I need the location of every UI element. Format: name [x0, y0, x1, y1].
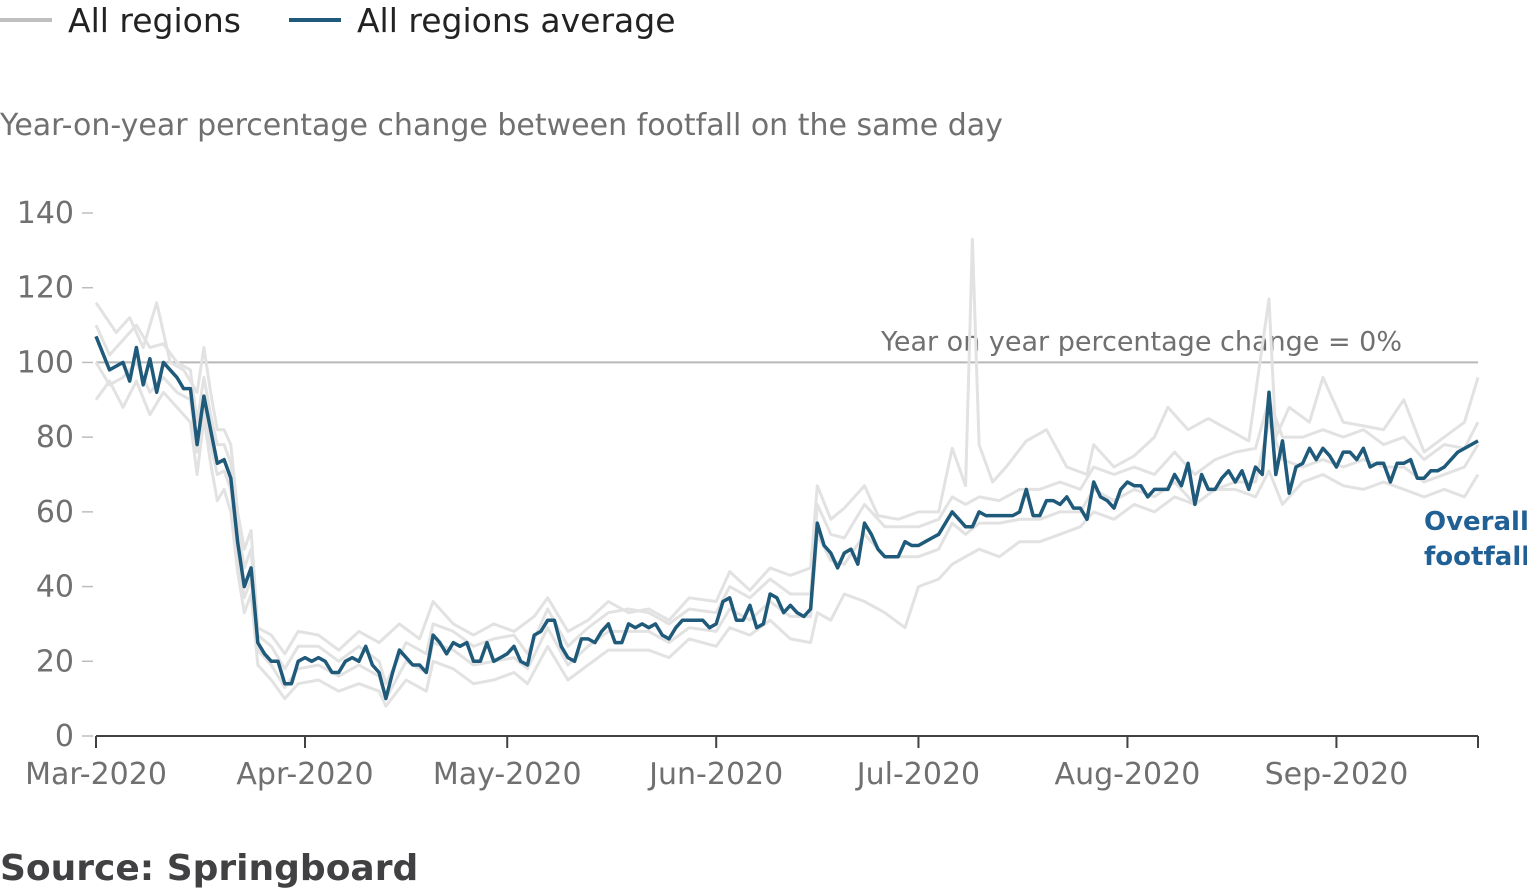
series-line-region-3 [94, 323, 1480, 686]
y-tick-label-0: 0 [55, 719, 74, 754]
reference-line-group: Year on year percentage change = 0% [96, 326, 1478, 364]
y-tick-label-20: 20 [36, 644, 74, 679]
series-line-region-1 [94, 237, 1480, 656]
x-tick-label-May-2020: May-2020 [433, 757, 582, 792]
end-label-line-1: footfall [1424, 542, 1527, 572]
source-note: Source: Springboard [0, 848, 419, 889]
y-tick-label-120: 120 [17, 271, 74, 306]
y-tick-label-100: 100 [17, 345, 74, 380]
region-lines [94, 237, 1480, 708]
end-label-line-0: Overall [1424, 507, 1527, 537]
y-tick-label-40: 40 [36, 570, 74, 605]
legend-item-all-regions[interactable]: All regions [0, 1, 241, 40]
x-tick-label-Apr-2020: Apr-2020 [236, 757, 373, 792]
series-line-all-regions-average [94, 335, 1479, 701]
legend-swatch-all-regions-average [288, 18, 341, 22]
x-tick-label-Mar-2020: Mar-2020 [25, 757, 167, 792]
reference-line-label: Year on year percentage change = 0% [880, 326, 1402, 357]
chart-subtitle: Year-on-year percentage change between f… [0, 108, 1003, 143]
x-tick-label-Sep-2020: Sep-2020 [1265, 757, 1409, 792]
legend-swatch-all-regions [0, 18, 52, 22]
legend-item-all-regions-average[interactable]: All regions average [288, 0, 676, 40]
legend-label-all-regions: All regions [68, 0, 241, 40]
average-line-group [94, 335, 1479, 701]
legend-label-all-regions-average: All regions average [356, 0, 676, 40]
y-tick-label-140: 140 [17, 196, 74, 231]
y-tick-label-60: 60 [36, 495, 74, 530]
x-tick-label-Jul-2020: Jul-2020 [855, 757, 980, 792]
x-axis: Mar-2020 Apr-2020 May-2020 Jun-2020 Jul-2020… [25, 735, 1479, 792]
x-tick-label-Aug-2020: Aug-2020 [1055, 757, 1201, 792]
end-label-group: Overall footfall [1424, 507, 1527, 572]
x-tick-label-Jun-2020: Jun-2020 [647, 757, 783, 792]
y-axis: 0 20 40 60 80 100 120 140 [17, 196, 93, 754]
y-tick-label-80: 80 [36, 420, 74, 455]
footfall-line-chart: 0 20 40 60 80 100 120 140 Mar-2020 Apr-2020 May-2… [17, 196, 1527, 792]
legend: All regions All regions average [0, 0, 724, 40]
